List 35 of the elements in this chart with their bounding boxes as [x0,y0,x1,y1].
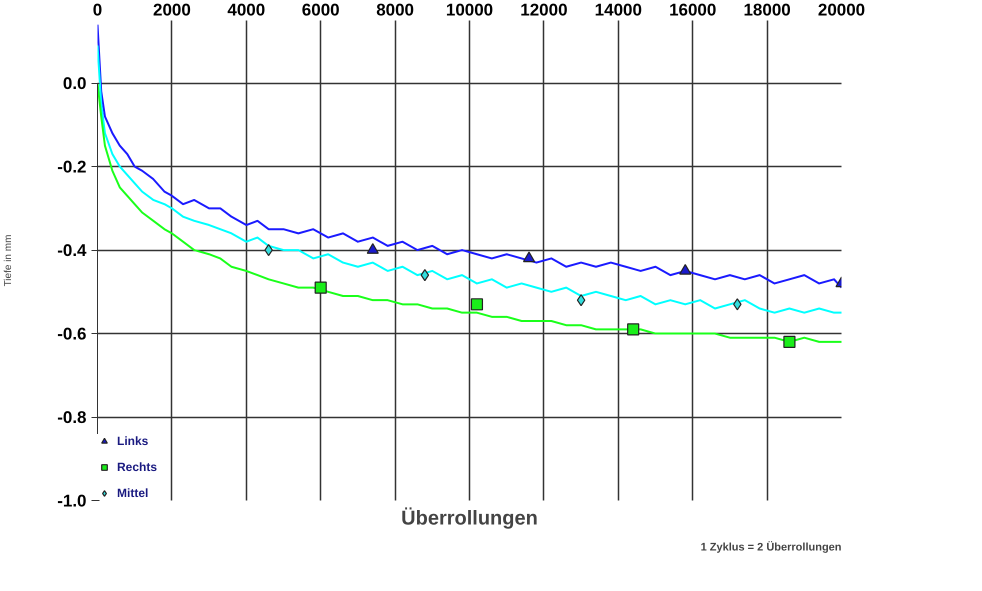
x-tick-label: 20000 [818,0,866,20]
legend-label: Links [117,434,148,448]
point [470,298,484,310]
x-tick-label: 10000 [446,0,494,20]
point [366,243,379,254]
line-series [98,24,842,289]
point [420,269,430,282]
legend-label: Rechts [117,460,158,474]
x-tick-label: 12000 [520,0,568,20]
point [314,282,327,294]
y-tick-label: -0.4 [57,241,88,260]
point [576,294,586,306]
point [733,298,742,310]
point [522,251,536,262]
text: 1 Zyklus = 2 Überrollungen [700,540,842,554]
y-tick-label: -0.6 [57,324,87,344]
point [679,264,692,275]
line-series [98,44,842,314]
x-tick-label: 14000 [594,0,642,20]
x-tick-label: 0 [92,0,102,20]
y-tick-label: -1.0 [57,492,87,510]
point [783,336,796,348]
x-tick-label: 2000 [152,0,191,20]
y-tick-label: 0.0 [62,74,87,94]
x-axis-title: Überrollungen [401,506,538,530]
point [627,323,640,336]
x-tick-label: 18000 [743,0,791,20]
x-tick-label: 8000 [376,0,414,20]
x-tick-label: 6000 [302,0,340,20]
y-tick-label: -0.8 [57,408,87,428]
x-tick-label: 16000 [669,0,716,20]
legend-label: Mittel [117,486,148,500]
y-axis-title: Tiefe in mm [3,234,14,286]
y-tick-label: -0.2 [57,158,87,177]
x-tick-label: 4000 [227,0,266,20]
